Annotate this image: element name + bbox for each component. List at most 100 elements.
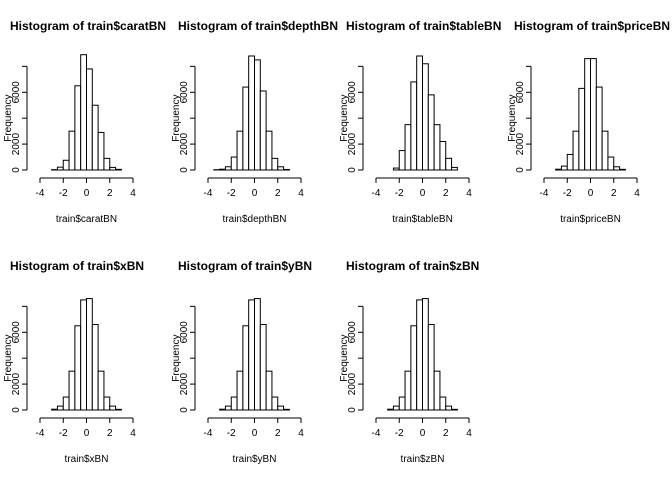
histogram-bar: [97, 370, 105, 411]
x-tick-label: -2: [227, 428, 236, 439]
histogram-panel: Histogram of train$depthBN 0 2000 6000 -4 -2 0…: [171, 19, 338, 225]
histogram-bar: [103, 157, 111, 171]
x-tick-label: 2: [107, 188, 113, 199]
x-tick-label: -2: [395, 188, 404, 199]
histogram-bar: [103, 396, 111, 411]
histogram-panel: Histogram of train$zBN 0 2000 6000 -4 -2 0 2 4 tr…: [339, 259, 479, 465]
x-tick-label: -2: [59, 188, 68, 199]
histogram-bar: [584, 58, 592, 171]
x-tick-label: 0: [420, 428, 426, 439]
x-tick-label: 4: [466, 188, 472, 199]
histogram-bar: [271, 157, 279, 171]
histogram-bar: [219, 408, 226, 411]
y-axis-label: Frequency: [3, 335, 14, 382]
x-tick-label: 4: [298, 188, 304, 199]
histogram-bar: [572, 130, 580, 171]
histogram-bar: [445, 405, 453, 411]
histogram-bar: [283, 168, 290, 171]
histogram-bar: [91, 104, 99, 171]
histogram-bar: [62, 159, 70, 171]
x-axis-label: train$zBN: [401, 454, 445, 465]
histogram-bar: [601, 130, 609, 171]
histogram-bar: [230, 396, 238, 411]
x-tick-label: -4: [36, 188, 45, 199]
histogram-bar: [265, 130, 273, 171]
x-tick-label: 4: [466, 428, 472, 439]
histogram-bar: [230, 156, 238, 171]
x-axis-label: train$xBN: [65, 454, 109, 465]
histogram-bar: [427, 324, 435, 411]
histogram-bar: [451, 408, 458, 411]
histogram-bar: [445, 157, 453, 171]
histogram-bar: [115, 168, 122, 171]
x-tick-label: -4: [204, 428, 213, 439]
histogram-bar: [80, 299, 88, 411]
y-tick-label: 6000: [347, 321, 358, 344]
histogram-bar: [433, 124, 441, 171]
histogram-bar: [590, 58, 597, 171]
y-tick-label: 6000: [179, 81, 190, 104]
histogram-panel: Histogram of train$yBN 0 2000 6000 -4 -2 0 2 4 tr…: [171, 259, 312, 465]
x-axis-label: train$depthBN: [223, 214, 287, 225]
histogram-bar: [248, 299, 256, 411]
y-axis-label: Frequency: [171, 335, 182, 382]
x-tick-label: 4: [298, 428, 304, 439]
histogram-bar: [277, 166, 285, 171]
histogram-bar: [109, 405, 117, 411]
x-axis-label: train$yBN: [233, 454, 277, 465]
histogram-bar: [451, 166, 458, 171]
y-tick-label: 6000: [179, 321, 190, 344]
histogram-bar: [80, 54, 88, 171]
x-tick-label: -2: [563, 188, 572, 199]
histogram-bar: [410, 325, 418, 411]
histogram-bar: [254, 298, 261, 411]
histogram-bar: [566, 153, 574, 171]
x-tick-label: 0: [252, 428, 258, 439]
y-tick-label: 0: [347, 407, 358, 413]
histogram-bar: [439, 396, 447, 411]
histogram-bar: [422, 298, 429, 411]
y-tick-label: 0: [179, 407, 190, 413]
histogram-bar: [242, 86, 250, 171]
y-axis-label: Frequency: [3, 95, 14, 142]
y-tick-label: 2000: [179, 133, 190, 156]
x-tick-label: -2: [59, 428, 68, 439]
y-tick-label: 6000: [11, 81, 22, 104]
histogram-bar: [242, 325, 250, 411]
y-tick-label: 0: [515, 167, 526, 173]
chart-title: Histogram of train$priceBN: [514, 19, 670, 33]
histogram-bar: [607, 156, 615, 171]
histogram-bar: [439, 141, 447, 171]
histogram-bar: [555, 168, 562, 171]
histogram-panel: Histogram of train$caratBN 0 2000 6000 -4 -2 0…: [3, 19, 166, 225]
histogram-panel: Histogram of train$tableBN 0 2000 6000 -4 -2 0…: [339, 19, 501, 225]
histogram-bar: [392, 167, 400, 171]
histogram-bar: [224, 166, 232, 171]
y-tick-label: 0: [11, 407, 22, 413]
histogram-bar: [619, 168, 626, 171]
histogram-panel: Histogram of train$xBN 0 2000 6000 -4 -2 0 2 4 tr…: [3, 259, 144, 465]
histogram-bar: [277, 405, 285, 411]
x-axis-label: train$caratBN: [56, 214, 117, 225]
y-axis-label: Frequency: [339, 95, 350, 142]
histogram-bar: [387, 408, 394, 411]
histogram-bar: [283, 408, 290, 411]
histogram-bar: [613, 166, 621, 171]
y-axis-label: Frequency: [507, 95, 518, 142]
x-tick-label: 2: [443, 188, 449, 199]
histogram-bar: [97, 131, 105, 171]
histogram-bar: [433, 370, 441, 411]
y-tick-label: 2000: [347, 373, 358, 396]
y-tick-label: 6000: [11, 321, 22, 344]
x-tick-label: 2: [107, 428, 113, 439]
histogram-bar: [236, 370, 244, 411]
histogram-bar: [68, 370, 76, 411]
x-tick-label: 0: [588, 188, 594, 199]
y-tick-label: 2000: [11, 133, 22, 156]
histogram-bar: [248, 55, 256, 171]
y-tick-label: 0: [179, 167, 190, 173]
chart-title: Histogram of train$xBN: [10, 259, 144, 273]
y-tick-label: 2000: [515, 133, 526, 156]
histogram-bar: [259, 90, 267, 171]
